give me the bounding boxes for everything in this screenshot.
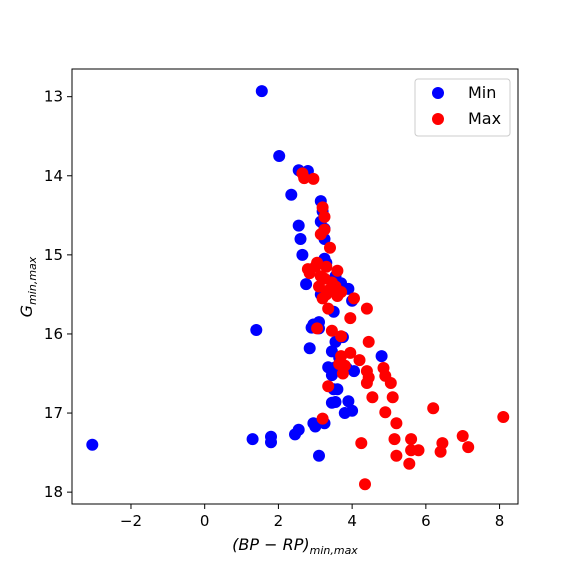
plot-frame [71,68,519,505]
point-max-25 [322,302,335,315]
point-max-47 [379,406,392,419]
point-max-10 [320,260,333,273]
point-max-26 [360,302,373,315]
point-min-9 [292,219,305,232]
x-tick-label-4: 6 [421,512,431,530]
point-max-52 [456,430,469,442]
point-max-1 [298,172,311,185]
point-max-54 [405,433,418,446]
point-max-7 [324,241,336,254]
point-min-53 [86,438,99,451]
point-max-13 [303,267,316,280]
x-tick-label-2: 2 [274,512,284,530]
point-max-63 [359,478,371,491]
legend-label-max: Max [468,109,501,128]
point-min-34 [325,369,338,382]
points-layer [86,85,510,491]
point-min-40 [342,395,355,408]
y-tick-label-5: 18 [44,483,63,501]
y-ticks: 13 14 15 16 17 18 [44,88,72,501]
y-tick-label-0: 13 [44,88,63,106]
point-max-32 [344,346,357,359]
point-max-4 [318,210,331,223]
y-axis-label: Gmin,max [17,256,39,317]
point-min-1 [273,150,286,162]
x-tick-label-3: 4 [347,512,357,530]
point-max-28 [311,322,324,335]
point-min-42 [329,396,342,408]
point-min-17 [300,278,313,291]
point-max-55 [355,437,368,450]
point-max-60 [434,445,447,458]
point-max-51 [390,417,403,430]
point-max-44 [322,380,335,393]
x-ticks: −2 0 2 4 6 8 [120,504,504,530]
point-max-57 [462,441,475,454]
x-tick-label-0: −2 [120,512,142,530]
x-tick-label-5: 8 [495,512,505,530]
point-max-27 [344,312,357,325]
legend: Min Max [414,78,511,137]
point-max-49 [497,411,510,423]
point-min-44 [338,407,351,419]
point-min-52 [265,436,277,449]
point-min-51 [246,433,259,446]
y-tick-label-3: 16 [44,325,63,343]
point-min-12 [296,248,309,261]
legend-marker-min [432,87,444,99]
point-min-26 [250,324,263,336]
x-axis-label: (BP − RP)min,max [232,535,358,557]
y-tick-label-1: 14 [44,167,63,185]
point-max-22 [316,292,329,305]
point-max-6 [314,228,327,241]
point-max-30 [335,330,348,343]
point-max-23 [331,290,344,302]
point-max-24 [348,292,360,305]
point-max-43 [384,377,397,389]
point-max-12 [331,264,344,277]
point-min-54 [313,449,325,462]
point-max-61 [390,449,403,462]
y-tick-label-2: 15 [44,246,63,264]
legend-label-min: Min [468,83,496,102]
legend-marker-max [432,113,444,125]
point-max-62 [403,457,416,470]
point-max-31 [362,335,375,348]
point-max-45 [366,391,379,404]
x-tick-label-1: 0 [200,512,210,530]
point-max-46 [386,391,399,404]
point-max-48 [427,402,440,415]
point-min-37 [375,350,388,363]
point-min-4 [285,188,298,201]
point-min-47 [309,420,322,433]
point-max-3 [316,201,329,214]
point-min-49 [289,428,301,441]
point-max-17 [313,280,325,293]
point-max-50 [316,412,329,425]
point-max-39 [336,367,349,380]
point-max-59 [412,444,425,457]
point-max-2 [307,172,320,185]
point-max-29 [325,324,338,337]
point-max-53 [388,433,401,446]
point-min-11 [294,233,307,245]
point-max-42 [360,377,373,389]
point-min-39 [331,383,344,396]
y-tick-label-4: 17 [44,404,63,422]
point-min-29 [303,342,316,355]
point-min-0 [255,85,268,98]
point-max-34 [353,354,366,367]
